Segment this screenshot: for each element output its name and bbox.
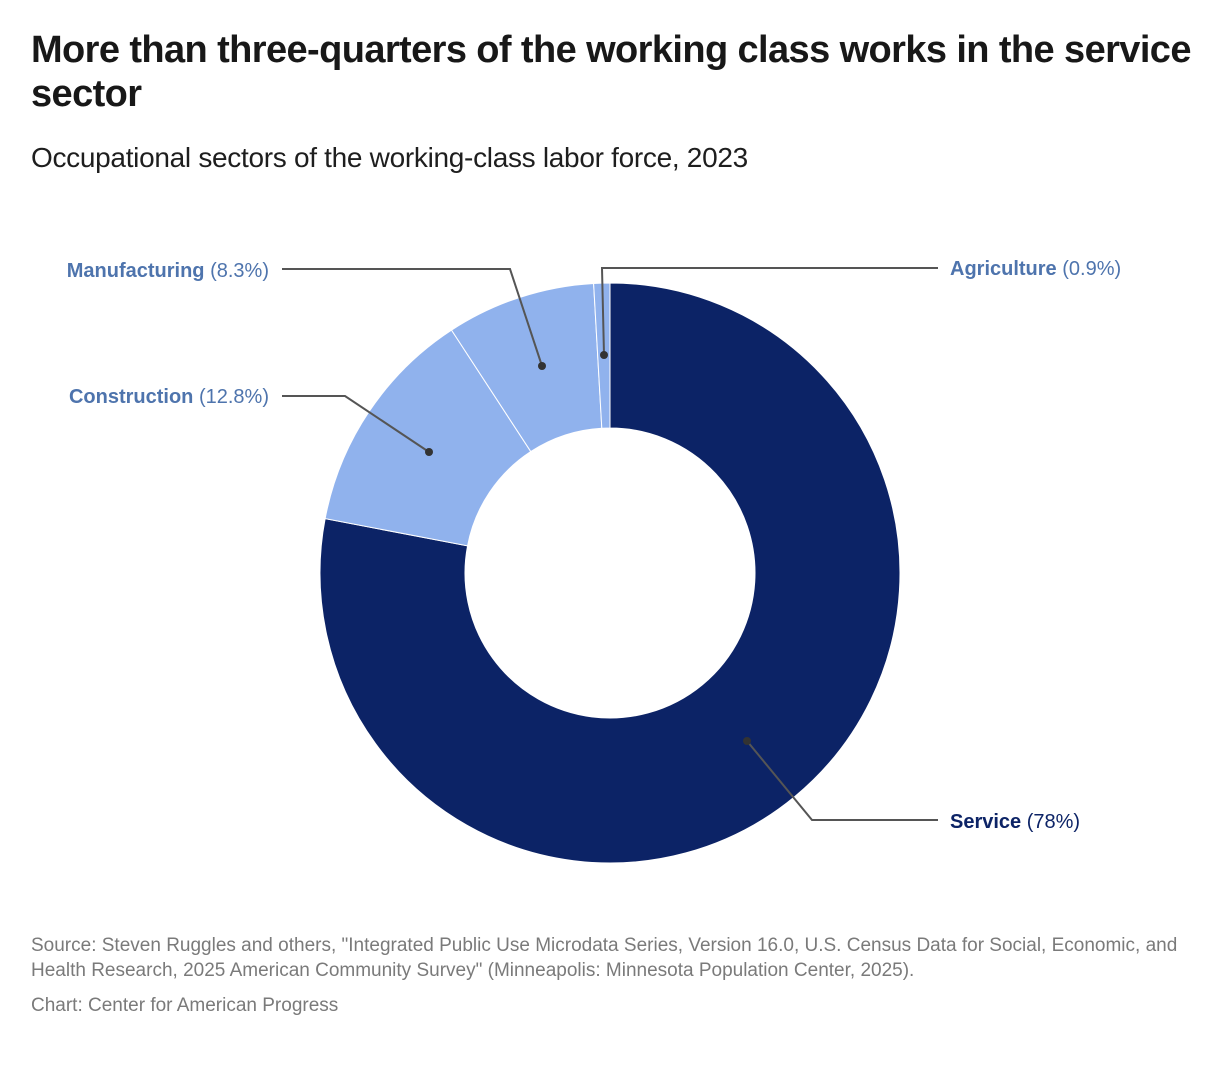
label-manufacturing-value: (8.3%) <box>210 260 269 282</box>
donut-slice-service <box>319 282 901 864</box>
label-agriculture: Agriculture (0.9%) <box>950 258 1121 280</box>
label-construction-name: Construction <box>69 386 193 408</box>
donut-slice-construction <box>324 329 532 547</box>
label-agriculture-value: (0.9%) <box>1062 258 1121 280</box>
label-manufacturing-name: Manufacturing <box>67 260 205 282</box>
leader-dots <box>425 351 751 745</box>
label-construction-value: (12.8%) <box>199 386 269 408</box>
donut-chart: Manufacturing (8.3%) Construction (12.8%… <box>67 258 1121 864</box>
leader-lines <box>282 267 938 821</box>
label-service-name: Service <box>950 811 1021 833</box>
source-note: Source: Steven Ruggles and others, "Inte… <box>31 935 1178 981</box>
chart-title: More than three-quarters of the working … <box>31 29 1191 115</box>
label-service-value: (78%) <box>1027 811 1080 833</box>
label-service: Service (78%) <box>950 811 1080 833</box>
leader-dot-manufacturing <box>538 362 546 370</box>
leader-dot-service <box>743 737 751 745</box>
leader-dot-agriculture <box>600 351 608 359</box>
leader-line-construction <box>282 395 430 453</box>
chart-credit: Chart: Center for American Progress <box>31 995 339 1016</box>
label-construction: Construction (12.8%) <box>69 386 269 408</box>
leader-line-agriculture <box>600 267 938 356</box>
chart-footer: Source: Steven Ruggles and others, "Inte… <box>31 933 1191 1018</box>
leader-dot-construction <box>425 448 433 456</box>
leader-line-manufacturing <box>282 268 543 367</box>
label-agriculture-name: Agriculture <box>950 258 1057 280</box>
donut-slices <box>319 282 901 864</box>
chart-subtitle: Occupational sectors of the working-clas… <box>31 142 748 173</box>
leader-line-service <box>746 740 938 821</box>
label-manufacturing: Manufacturing (8.3%) <box>67 260 269 282</box>
